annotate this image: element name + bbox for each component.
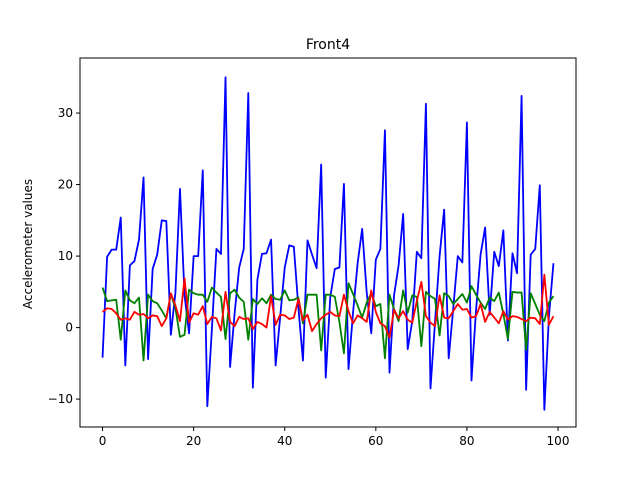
y-tick-label: 10 (58, 249, 73, 263)
y-tick-label: 30 (58, 106, 73, 120)
x-tick-label: 0 (99, 434, 107, 448)
x-tick-label: 100 (547, 434, 570, 448)
y-tick-label: 0 (65, 321, 73, 335)
x-tick-label: 20 (186, 434, 201, 448)
x-tick-label: 40 (277, 434, 292, 448)
series-line-3 (101, 273, 555, 339)
x-axis: 0 20 40 60 80 100 (99, 427, 570, 448)
y-axis: −10 0 10 20 30 (48, 106, 80, 406)
x-tick-label: 80 (459, 434, 474, 448)
x-tick-label: 60 (368, 434, 383, 448)
y-axis-label: Accelerometer values (21, 179, 35, 309)
chart-title: Front4 (306, 37, 350, 53)
y-tick-label: −10 (48, 392, 73, 406)
y-tick-label: 20 (58, 178, 73, 192)
axes-frame (79, 57, 577, 428)
series-line-1 (101, 76, 555, 411)
series-line-2 (101, 282, 555, 362)
series-layer (101, 76, 555, 411)
